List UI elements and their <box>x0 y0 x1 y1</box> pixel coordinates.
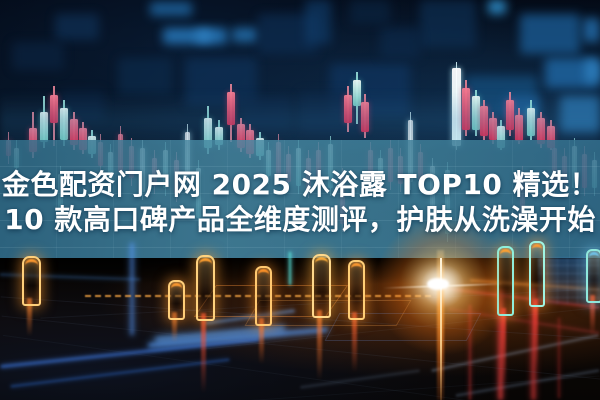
cylinder-reflection <box>589 295 595 335</box>
candle-body <box>361 102 369 132</box>
bokeh-block <box>520 14 580 54</box>
glow-cylinder <box>22 256 41 306</box>
candle-wick <box>475 90 477 136</box>
cylinder-reflection <box>27 298 32 336</box>
candle-body <box>344 95 352 123</box>
glow-cylinder <box>168 280 185 320</box>
candle-body <box>462 88 470 130</box>
bokeh-block <box>150 2 192 16</box>
bokeh-block <box>118 58 172 94</box>
bokeh-block <box>196 30 212 42</box>
candle-wick <box>364 94 366 138</box>
cylinder-inner-arc <box>171 283 182 300</box>
bokeh-block <box>60 90 104 120</box>
glow-cylinder <box>529 241 545 307</box>
candle-body <box>527 108 535 136</box>
cylinder-reflection <box>172 312 177 342</box>
cylinder-reflection <box>532 299 538 369</box>
candle-body <box>452 68 461 146</box>
candle-wick <box>347 86 349 132</box>
candle-body <box>506 100 514 130</box>
cylinders-layer <box>0 241 600 400</box>
bokeh-block <box>305 0 331 44</box>
bokeh-block <box>300 92 360 132</box>
bokeh-block <box>12 42 64 70</box>
candle-body <box>50 95 58 123</box>
cylinder-inner-arc <box>532 244 542 261</box>
cylinder-reflection <box>352 312 357 372</box>
banner-title-line1: 金色配资门户网 2025 沐浴露 TOP10 精选！ <box>1 168 599 201</box>
candle-wick <box>530 100 532 140</box>
candle-body <box>472 96 480 130</box>
cylinder-inner-arc <box>315 257 328 274</box>
cylinder-inner-arc <box>258 269 269 286</box>
bokeh-block <box>488 0 506 14</box>
bokeh-block <box>505 96 539 118</box>
glow-cylinder <box>255 266 272 326</box>
cylinder-inner-arc <box>351 263 362 280</box>
candle-body <box>227 92 235 125</box>
candle-body <box>489 118 497 140</box>
cylinder-inner-arc <box>25 259 38 276</box>
glow-cylinder <box>312 254 331 318</box>
glow-cylinder <box>497 246 514 316</box>
cylinder-reflection <box>201 313 206 393</box>
cylinder-reflection <box>259 318 264 364</box>
candle-wick <box>53 86 55 146</box>
candle-wick <box>509 92 511 136</box>
bokeh-block <box>420 0 476 48</box>
flare-core <box>427 278 449 290</box>
candle-wick <box>230 84 232 142</box>
candle-body <box>515 115 523 141</box>
bokeh-block <box>240 96 290 130</box>
cylinder-inner-arc <box>589 252 599 269</box>
bokeh-block <box>560 96 600 132</box>
glow-cylinder <box>348 260 365 320</box>
candle-body <box>353 80 361 106</box>
candle-wick <box>483 100 485 140</box>
glow-cylinder <box>196 255 215 321</box>
candle-body <box>60 108 68 140</box>
circuit-board-scene <box>0 216 600 400</box>
bokeh-block <box>380 28 420 58</box>
light-trace <box>131 243 133 335</box>
bokeh-block <box>232 28 258 42</box>
glow-cylinder <box>586 249 600 303</box>
bokeh-block <box>55 14 99 40</box>
candle-body <box>480 106 488 136</box>
bokeh-block <box>585 60 600 82</box>
cylinder-inner-arc <box>500 249 511 266</box>
light-trace <box>289 252 291 285</box>
candle-body <box>40 112 48 142</box>
cylinder-reflection <box>317 310 322 380</box>
cylinder-inner-arc <box>199 258 212 275</box>
light-trace <box>558 318 560 398</box>
banner-title-line2: 10 款高口碑产品全维度测评，护肤从洗澡开始 <box>4 203 596 236</box>
bokeh-block <box>583 18 600 42</box>
candle-wick <box>518 108 520 144</box>
bokeh-block <box>350 0 390 24</box>
